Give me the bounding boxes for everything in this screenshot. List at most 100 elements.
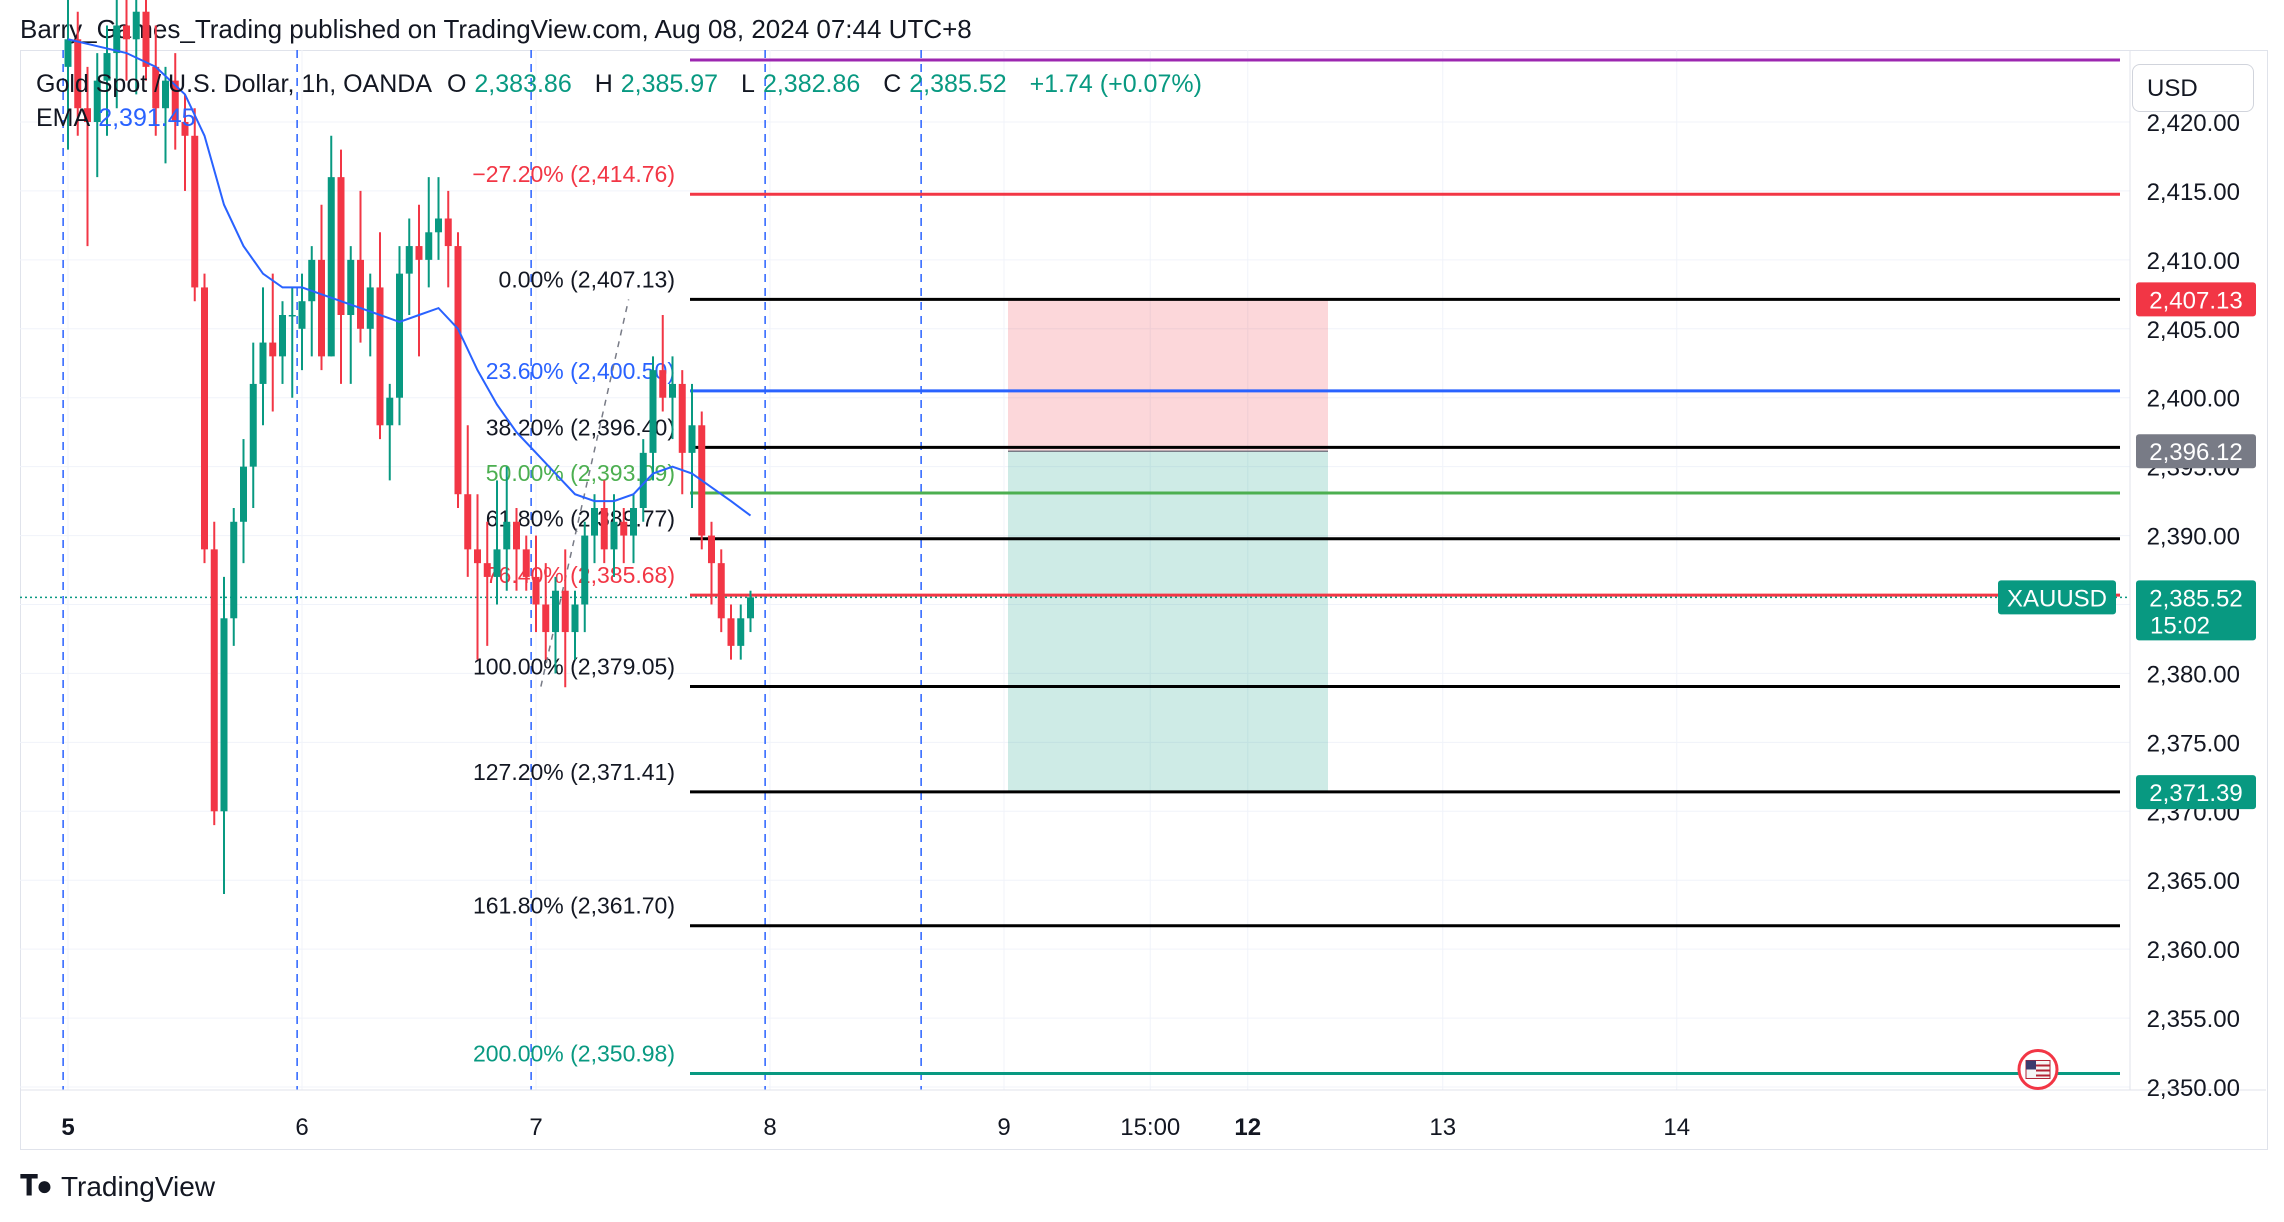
candle-body: [727, 618, 735, 646]
price-tick-label: 2,410.00: [2147, 248, 2240, 275]
candle-body: [259, 342, 267, 384]
chart-frame: [20, 50, 2268, 1150]
candle-body: [503, 521, 511, 550]
candle-body: [522, 549, 530, 577]
candle-body: [74, 39, 82, 109]
price-badge: [2136, 434, 2256, 469]
change-value: +1.74 (+0.07%): [1029, 70, 1202, 98]
candle-body: [649, 370, 657, 453]
candle-body: [737, 618, 745, 646]
price-tick-label: 2,400.00: [2147, 386, 2240, 413]
fib-level-label: 0.00% (2,407.13): [499, 266, 675, 292]
price-badge-text: 2,396.12: [2149, 439, 2242, 466]
price-tick-label: 2,380.00: [2147, 661, 2240, 688]
ema-label: EMA: [36, 104, 91, 132]
candle-body: [162, 80, 169, 109]
candle-body: [152, 66, 160, 109]
take-profit-zone: [1008, 451, 1328, 793]
candle-body: [552, 590, 559, 633]
candle-body: [181, 122, 189, 136]
candle-body: [288, 315, 296, 317]
fib-level-label: 76.40% (2,385.68): [486, 562, 675, 588]
tradingview-logo-text: TradingView: [60, 1170, 216, 1202]
symbol-tag-text: XAUUSD: [2007, 585, 2107, 612]
candle-body: [269, 342, 277, 357]
fib-level-label: 38.20% (2,396.40): [486, 414, 675, 440]
candle-body: [298, 301, 306, 329]
candle-body: [230, 521, 238, 619]
candle-body: [542, 604, 550, 633]
last-price-text: 2,385.52: [2149, 585, 2242, 612]
candle-body: [405, 246, 413, 274]
candle-body: [142, 11, 150, 67]
price-tick-label: 2,390.00: [2147, 524, 2240, 551]
time-tick-label: 12: [1234, 1114, 1261, 1141]
price-badge: [2136, 775, 2256, 810]
candle-body: [532, 576, 540, 605]
time-tick-label: 5: [61, 1114, 74, 1141]
candle-body: [561, 590, 569, 633]
candle-body: [279, 315, 286, 357]
candle-body: [240, 466, 247, 522]
fib-level-label: 127.20% (2,371.41): [473, 759, 675, 785]
tradingview-logo[interactable]: 𝐓● TradingView: [20, 1170, 215, 1203]
candle-body: [113, 25, 121, 54]
candle-body: [327, 177, 335, 357]
candle-body: [396, 273, 403, 398]
candle-body: [435, 218, 442, 233]
fib-level-label: 161.80% (2,361.70): [473, 893, 675, 919]
time-tick-label: 15:00: [1120, 1114, 1180, 1141]
candle-body: [493, 549, 501, 577]
low-label: L: [741, 70, 755, 98]
time-tick-label: 14: [1663, 1114, 1690, 1141]
candle-body: [347, 259, 355, 315]
candle-body: [93, 80, 101, 122]
candle-body: [600, 508, 608, 550]
price-tick-label: 2,415.00: [2147, 179, 2240, 206]
price-tick-label: 2,355.00: [2147, 1006, 2240, 1033]
candle-body: [474, 549, 481, 564]
symbol-description: Gold Spot / U.S. Dollar, 1h, OANDA: [36, 70, 432, 98]
low-value: 2,382.86: [762, 70, 861, 98]
candle-body: [64, 39, 72, 67]
candle-body: [483, 563, 491, 577]
close-value: 2,385.52: [909, 70, 1007, 98]
ema-line: [67, 38, 752, 517]
candle-body: [415, 246, 423, 260]
candle-body: [610, 521, 618, 550]
ohlc-legend: Gold Spot / U.S. Dollar, 1h, OANDA O 2,38…: [36, 70, 1210, 99]
candle-body: [717, 563, 725, 619]
candle-body: [201, 287, 208, 550]
candle-body: [669, 383, 676, 398]
close-label: C: [883, 70, 902, 98]
open-label: O: [446, 70, 467, 98]
candle-body: [571, 604, 579, 633]
ema-legend: EMA 2,391.45: [36, 104, 204, 133]
candle-body: [708, 535, 715, 564]
candle-body: [386, 397, 394, 426]
candle-body: [639, 452, 647, 508]
candle-body: [318, 259, 325, 357]
fib-level-label: 23.60% (2,400.50): [486, 358, 675, 384]
stop-loss-zone: [1008, 299, 1328, 452]
open-value: 2,383.86: [474, 70, 572, 98]
candle-body: [581, 535, 589, 605]
candle-body: [357, 259, 364, 329]
currency-button[interactable]: USD: [2132, 64, 2254, 112]
candle-body: [444, 218, 452, 247]
candle-body: [620, 521, 628, 536]
price-badge-text: 2,407.13: [2149, 287, 2242, 314]
fib-level-label: −27.20% (2,414.76): [472, 161, 675, 187]
price-tick-label: 2,420.00: [2147, 110, 2240, 137]
price-tick-label: 2,350.00: [2147, 1075, 2240, 1102]
symbol-tag: [1998, 580, 2116, 615]
price-tick-label: 2,365.00: [2147, 868, 2240, 895]
price-tick-label: 2,405.00: [2147, 317, 2240, 344]
high-label: H: [594, 70, 613, 98]
candle-body: [132, 11, 140, 40]
candle-body: [210, 549, 218, 812]
candle-body: [659, 370, 667, 398]
candle-body: [123, 25, 130, 40]
us-flag-canton: [2026, 1060, 2036, 1070]
